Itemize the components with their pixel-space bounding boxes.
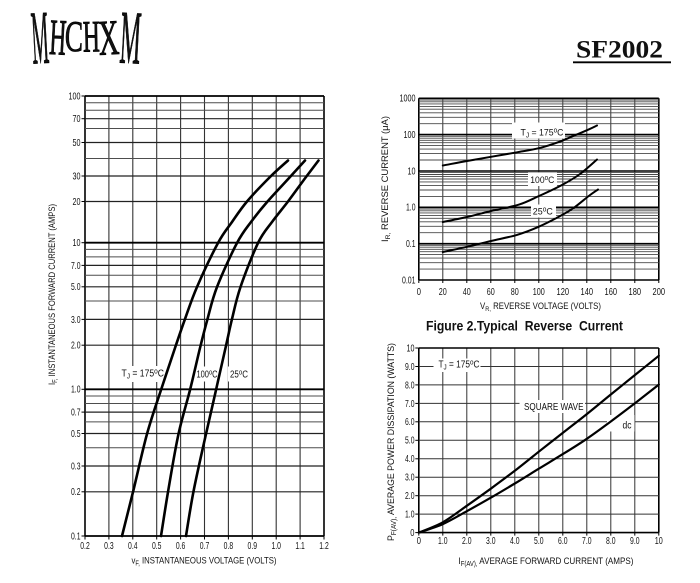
svg-text:3.0: 3.0 bbox=[405, 473, 415, 484]
svg-text:8.0: 8.0 bbox=[606, 536, 616, 547]
svg-text:M: M bbox=[29, 0, 50, 80]
svg-text:0: 0 bbox=[417, 287, 422, 298]
svg-text:dc: dc bbox=[623, 420, 632, 431]
svg-text:PF(AV), AVERAGE POWER DISSIPAT: PF(AV), AVERAGE POWER DISSIPATION (WATTS… bbox=[386, 343, 398, 541]
svg-text:TJ = 175oC: TJ = 175oC bbox=[122, 366, 165, 380]
svg-text:IF, INSTANTANEOUS FORWARD CURR: IF, INSTANTANEOUS FORWARD CURRENT (AMPS) bbox=[47, 204, 59, 385]
svg-text:H: H bbox=[82, 11, 100, 61]
svg-text:30: 30 bbox=[73, 170, 81, 182]
svg-text:1.0: 1.0 bbox=[405, 510, 415, 521]
svg-text:0.3: 0.3 bbox=[71, 460, 81, 472]
svg-text:4.0: 4.0 bbox=[510, 536, 520, 547]
svg-text:0.6: 0.6 bbox=[176, 540, 186, 552]
svg-text:0.5: 0.5 bbox=[71, 428, 81, 440]
svg-text:9.0: 9.0 bbox=[630, 536, 640, 547]
svg-text:7.0: 7.0 bbox=[71, 260, 81, 272]
svg-text:M: M bbox=[118, 0, 143, 81]
svg-text:25oC: 25oC bbox=[533, 207, 553, 218]
svg-text:0.2: 0.2 bbox=[71, 486, 81, 498]
svg-text:C: C bbox=[64, 11, 83, 61]
svg-text:160: 160 bbox=[605, 287, 618, 298]
svg-text:1.2: 1.2 bbox=[319, 540, 329, 552]
svg-text:2.0: 2.0 bbox=[405, 491, 415, 502]
svg-text:0.1: 0.1 bbox=[71, 530, 81, 542]
svg-text:1.1: 1.1 bbox=[295, 540, 305, 552]
svg-text:0.5: 0.5 bbox=[152, 540, 162, 552]
svg-text:vF, INSTANTANEOUS VOLTAGE (VOL: vF, INSTANTANEOUS VOLTAGE (VOLTS) bbox=[132, 556, 277, 568]
svg-text:TJ = 175oC: TJ = 175oC bbox=[521, 128, 564, 140]
svg-text:9.0: 9.0 bbox=[405, 362, 415, 373]
svg-text:80: 80 bbox=[511, 287, 519, 298]
svg-text:180: 180 bbox=[629, 287, 642, 298]
svg-text:0.7: 0.7 bbox=[200, 540, 210, 552]
svg-text:6.0: 6.0 bbox=[558, 536, 568, 547]
svg-text:1.0: 1.0 bbox=[406, 203, 416, 214]
svg-text:0.01: 0.01 bbox=[402, 275, 416, 286]
svg-text:0.9: 0.9 bbox=[248, 540, 258, 552]
svg-text:3.0: 3.0 bbox=[486, 536, 496, 547]
svg-text:0.8: 0.8 bbox=[224, 540, 234, 552]
svg-text:100oC: 100oC bbox=[197, 367, 218, 380]
svg-text:100: 100 bbox=[404, 130, 416, 141]
svg-text:20: 20 bbox=[73, 196, 81, 208]
svg-text:70: 70 bbox=[73, 113, 81, 125]
svg-text:1000: 1000 bbox=[400, 94, 416, 105]
svg-text:0.2: 0.2 bbox=[80, 540, 90, 552]
svg-text:8.0: 8.0 bbox=[405, 380, 415, 391]
svg-text:0.3: 0.3 bbox=[104, 540, 114, 552]
svg-text:50: 50 bbox=[73, 137, 81, 149]
svg-text:Figure 2.Typical Reverse Cur: Figure 2.Typical Reverse Current bbox=[426, 318, 623, 334]
svg-text:7.0: 7.0 bbox=[405, 399, 415, 410]
svg-text:0: 0 bbox=[410, 528, 415, 539]
svg-text:TJ = 175oC: TJ = 175oC bbox=[439, 358, 480, 372]
svg-text:10: 10 bbox=[655, 536, 663, 547]
svg-text:1.0: 1.0 bbox=[438, 536, 448, 547]
svg-text:10: 10 bbox=[73, 237, 81, 249]
svg-text:0.7: 0.7 bbox=[71, 407, 81, 419]
svg-text:25oC: 25oC bbox=[230, 367, 248, 380]
svg-text:0: 0 bbox=[417, 536, 422, 547]
svg-text:SQUARE WAVE: SQUARE WAVE bbox=[524, 402, 584, 413]
svg-text:IR, REVERSE CURRENT (μA): IR, REVERSE CURRENT (μA) bbox=[380, 116, 392, 242]
svg-text:60: 60 bbox=[487, 287, 495, 298]
svg-text:VR, REVERSE VOLTAGE (VOLTS): VR, REVERSE VOLTAGE (VOLTS) bbox=[480, 301, 601, 313]
svg-text:100: 100 bbox=[533, 287, 545, 298]
svg-text:10: 10 bbox=[408, 166, 416, 177]
svg-text:5.0: 5.0 bbox=[405, 436, 415, 447]
svg-text:140: 140 bbox=[581, 287, 594, 298]
svg-text:10: 10 bbox=[407, 343, 415, 354]
svg-text:7.0: 7.0 bbox=[582, 536, 592, 547]
svg-text:100oC: 100oC bbox=[530, 175, 554, 186]
svg-text:SF2002: SF2002 bbox=[576, 37, 663, 64]
svg-text:4.0: 4.0 bbox=[405, 454, 415, 465]
svg-text:6.0: 6.0 bbox=[405, 417, 415, 428]
svg-text:0.4: 0.4 bbox=[128, 540, 138, 552]
svg-text:H: H bbox=[48, 9, 68, 67]
svg-text:20: 20 bbox=[439, 287, 447, 298]
svg-text:120: 120 bbox=[557, 287, 570, 298]
svg-text:1.0: 1.0 bbox=[271, 540, 281, 552]
svg-text:5.0: 5.0 bbox=[534, 536, 544, 547]
svg-text:100: 100 bbox=[69, 90, 81, 102]
svg-text:2.0: 2.0 bbox=[462, 536, 472, 547]
svg-text:X: X bbox=[97, 10, 120, 66]
svg-text:40: 40 bbox=[463, 287, 471, 298]
svg-text:IF(AV), AVERAGE FORWARD CURREN: IF(AV), AVERAGE FORWARD CURRENT (AMPS) bbox=[459, 556, 634, 568]
svg-text:1.0: 1.0 bbox=[71, 384, 81, 396]
svg-text:5.0: 5.0 bbox=[71, 281, 81, 293]
svg-text:0.1: 0.1 bbox=[406, 239, 416, 250]
svg-text:3.0: 3.0 bbox=[71, 314, 81, 326]
svg-text:200: 200 bbox=[653, 287, 666, 298]
svg-text:2.0: 2.0 bbox=[71, 340, 81, 352]
